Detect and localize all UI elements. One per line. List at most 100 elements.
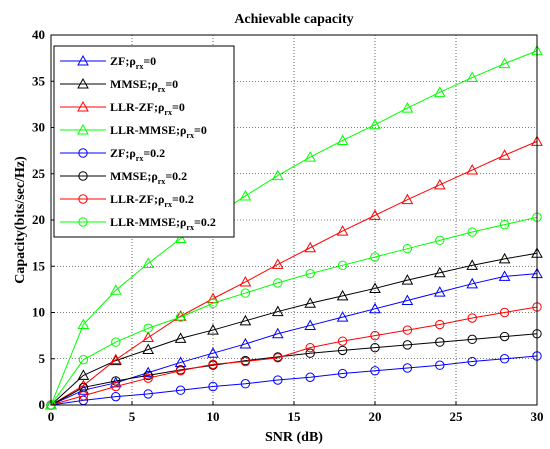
data-point (401, 102, 414, 113)
data-point (271, 258, 284, 269)
data-point (143, 389, 153, 399)
data-point (240, 379, 251, 389)
legend-marker (77, 77, 89, 89)
x-tick-label: 10 (207, 409, 220, 424)
data-point (467, 334, 477, 345)
legend-label: ZF;ρrx=0 (110, 54, 156, 71)
data-point (498, 149, 511, 160)
legend-marker (77, 100, 89, 112)
data-point (77, 369, 90, 380)
series-8 (46, 212, 542, 410)
data-point (435, 235, 445, 246)
legend-marker (78, 148, 88, 158)
data-point (208, 359, 218, 369)
series-line (50, 333, 538, 406)
data-point (369, 209, 381, 220)
legend-entry: LLR-ZF;ρrx=0.2 (60, 192, 194, 209)
data-point (273, 353, 283, 363)
x-tick-label: 20 (369, 409, 382, 424)
legend-box (53, 45, 235, 238)
legend-label: LLR-ZF;ρrx=0 (110, 100, 185, 117)
legend-marker (77, 54, 89, 66)
data-point (77, 318, 90, 330)
data-point (369, 118, 381, 130)
data-point (336, 225, 349, 236)
data-point (304, 319, 317, 330)
data-point (239, 314, 252, 326)
data-point (143, 373, 153, 383)
data-point (499, 307, 510, 318)
data-point (498, 252, 511, 264)
data-point (466, 164, 479, 175)
x-tick-label: 30 (531, 409, 544, 424)
data-point (78, 354, 89, 365)
data-point (369, 282, 381, 293)
data-point (370, 252, 380, 262)
series-line (50, 140, 538, 406)
y-axis-title: Capacity(bits/sec/Hz) (13, 156, 28, 284)
data-point (111, 376, 121, 386)
x-tick-label: 25 (450, 409, 464, 424)
chart-title: Achievable capacity (234, 12, 353, 27)
data-point (467, 313, 477, 323)
data-point (499, 331, 510, 342)
series-line (50, 306, 538, 406)
y-tick-label: 20 (32, 212, 45, 227)
data-point (402, 340, 413, 350)
data-point (370, 330, 380, 341)
legend-entry: ZF;ρrx=0.2 (60, 146, 165, 163)
data-point (304, 297, 317, 308)
legend-label: MMSE;ρrx=0 (110, 77, 178, 94)
legend-entry: LLR-ZF;ρrx=0 (60, 100, 185, 117)
data-point (271, 327, 284, 339)
data-point (433, 266, 446, 278)
legend-marker (78, 217, 88, 227)
data-point (402, 325, 413, 335)
data-point (369, 302, 381, 314)
legend-label: LLR-ZF;ρrx=0.2 (110, 192, 194, 209)
legend: ZF;ρrx=0 MMSE;ρrx=0 LLR-ZF;ρrx=0 LLR-MMSE;ρ… (53, 45, 235, 238)
y-tick-label: 40 (32, 27, 45, 42)
data-point (304, 151, 317, 162)
data-point (239, 337, 252, 349)
data-point (304, 241, 317, 253)
legend-entry: ZF;ρrx=0 (60, 54, 156, 71)
legend-entry: MMSE;ρrx=0 (60, 77, 178, 94)
data-point (466, 277, 479, 289)
data-point (370, 342, 380, 353)
data-point (305, 342, 315, 353)
y-tick-label: 30 (32, 120, 45, 135)
data-point (143, 323, 153, 333)
data-point (273, 375, 283, 385)
data-point (370, 366, 380, 376)
data-point (337, 260, 348, 271)
data-point (77, 379, 90, 391)
series-7 (46, 302, 542, 410)
x-tick-label: 15 (288, 409, 302, 424)
x-tick-label: 0 (48, 409, 55, 424)
data-point (435, 337, 445, 347)
data-point (111, 337, 121, 347)
series-5 (46, 351, 542, 410)
data-point (337, 345, 348, 356)
data-point (208, 381, 218, 392)
data-point (435, 319, 445, 330)
data-point (175, 312, 186, 322)
data-point (174, 332, 187, 343)
data-point (336, 289, 349, 301)
data-point (142, 257, 155, 268)
x-tick-label: 5 (129, 409, 136, 424)
series-line (50, 355, 538, 406)
legend-marker (77, 123, 89, 135)
data-point (239, 275, 252, 287)
series-4 (45, 44, 543, 410)
data-point (305, 268, 315, 279)
data-point (240, 356, 251, 367)
y-tick-label: 15 (32, 258, 46, 273)
data-point (433, 178, 446, 190)
data-point (336, 311, 349, 322)
data-point (305, 372, 315, 382)
data-point (402, 363, 413, 373)
data-point (401, 294, 414, 305)
